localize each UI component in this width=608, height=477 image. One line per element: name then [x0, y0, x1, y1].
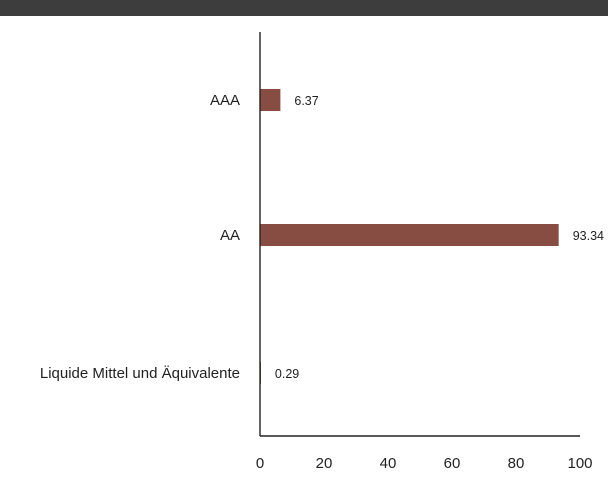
data-label-2: 0.29 — [275, 367, 299, 381]
x-tick-label-0: 0 — [256, 455, 264, 472]
x-tick-label-5: 100 — [567, 455, 592, 472]
category-label-2: Liquide Mittel und Äquivalente — [40, 365, 240, 382]
category-label-0: AAA — [210, 92, 240, 109]
bar-1 — [260, 224, 559, 246]
bars-group — [260, 89, 559, 384]
labels-group: AAA 6.37 AA 93.34 Liquide Mittel und Äquival… — [40, 92, 604, 472]
top-rule — [0, 0, 608, 16]
bar-0 — [260, 89, 281, 111]
data-label-1: 93.34 — [573, 229, 604, 243]
x-tick-label-3: 60 — [444, 455, 461, 472]
category-label-1: AA — [220, 227, 240, 244]
x-tick-label-2: 40 — [380, 455, 397, 472]
x-tick-label-1: 20 — [316, 455, 333, 472]
data-label-0: 6.37 — [294, 94, 318, 108]
x-tick-label-4: 80 — [508, 455, 525, 472]
